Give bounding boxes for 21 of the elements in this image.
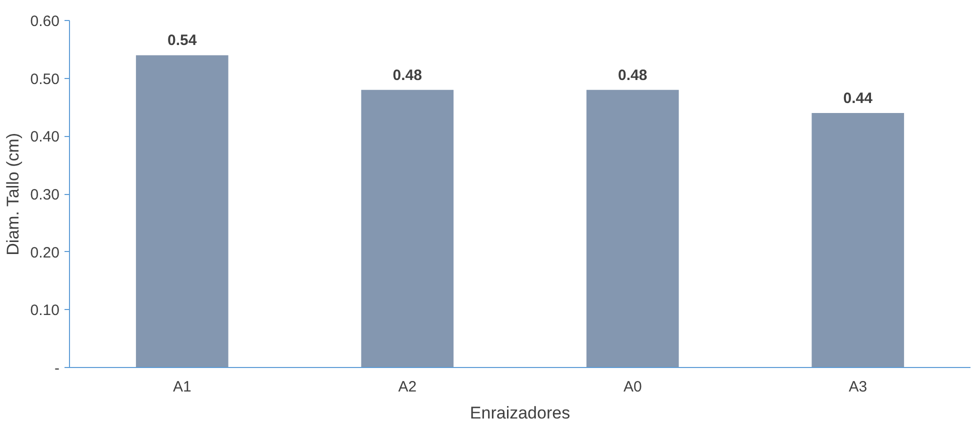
x-axis-title: Enraizadores — [470, 404, 570, 422]
y-axis-title: Diam. Tallo (cm) — [3, 132, 22, 256]
bar — [812, 113, 904, 368]
y-tick-label: 0.40 — [30, 128, 60, 146]
x-tick-label: A0 — [623, 378, 642, 396]
data-label: 0.48 — [618, 66, 648, 84]
x-tick-label: A1 — [172, 378, 192, 396]
y-tick-label: - — [54, 360, 60, 377]
y-tick-label: 0.60 — [30, 13, 60, 30]
y-tick-label: 0.50 — [30, 70, 60, 88]
data-label: 0.44 — [843, 90, 874, 108]
bar — [136, 55, 228, 368]
x-tick-label: A2 — [398, 378, 417, 396]
y-tick-label: 0.20 — [30, 244, 60, 262]
bar — [361, 90, 454, 368]
x-tick-label: A3 — [848, 378, 868, 396]
data-label: 0.54 — [168, 32, 198, 50]
data-label: 0.48 — [392, 66, 422, 84]
bar — [586, 90, 679, 368]
y-tick-label: 0.10 — [30, 302, 60, 320]
y-tick-label: 0.30 — [30, 186, 60, 204]
